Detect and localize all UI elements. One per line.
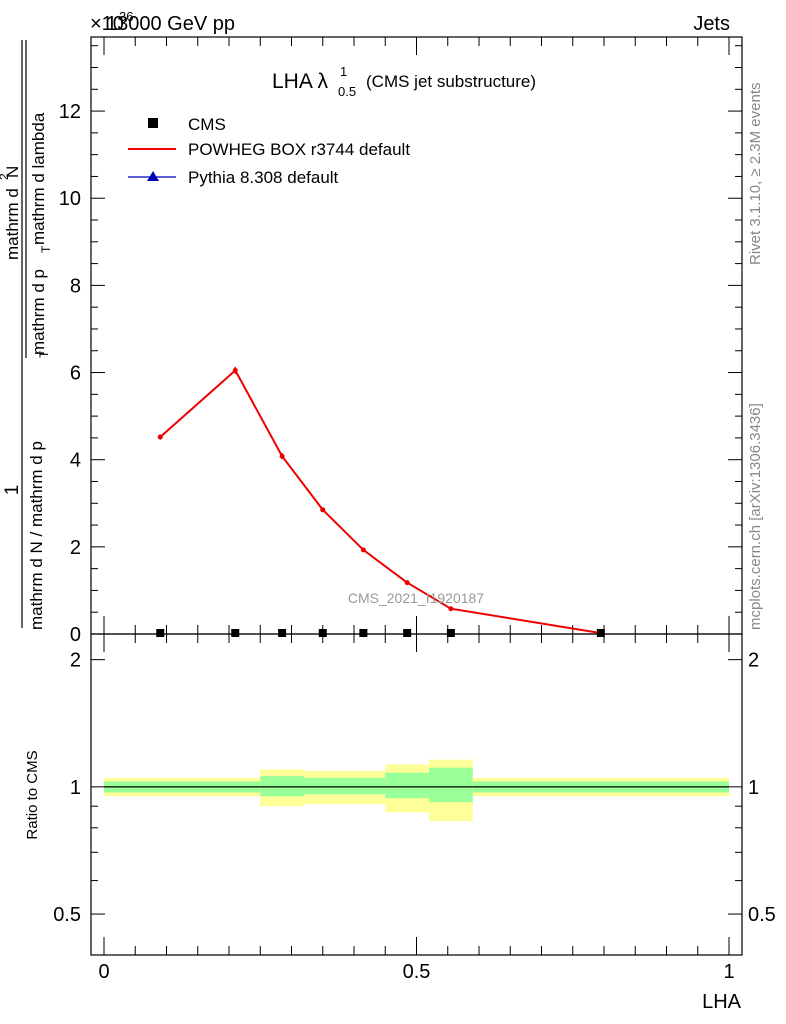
ylabel-numer-tail: N <box>3 166 22 178</box>
x-tick-label: 0.5 <box>403 961 431 983</box>
ylabel-top-denom-sub: T <box>37 350 51 358</box>
ratio-y-tick-label-right: 0.5 <box>748 904 776 926</box>
plot-title-sup: 1 <box>340 64 347 79</box>
cms-point <box>359 629 368 637</box>
mcplots-label: mcplots.cern.ch [arXiv:1306.3436] <box>747 403 764 630</box>
powheg-point <box>279 453 285 459</box>
ylabel-denom-sub: T <box>39 245 53 253</box>
ratio-y-ticks: 0.5 0.5 1 1 2 2 <box>53 650 776 926</box>
ratio-inner-band <box>385 772 429 799</box>
main-y-tick-label: 8 <box>70 275 81 297</box>
analysis-watermark: CMS_2021_I1920187 <box>348 590 484 606</box>
ratio-inner-band <box>429 767 473 803</box>
legend-cms-marker <box>148 118 158 128</box>
ylabel-denom: mathrm d p <box>29 269 48 355</box>
main-x-ticks <box>103 37 730 634</box>
legend-powheg-label: POWHEG BOX r3744 default <box>188 140 410 159</box>
powheg-point <box>404 580 410 586</box>
ratio-y-tick-label: 1 <box>70 777 81 799</box>
plot-title-tail: (CMS jet substructure) <box>366 72 536 91</box>
ratio-inner-band <box>304 777 342 795</box>
ylabel-numer: mathrm d <box>3 188 22 260</box>
main-y-tick-label: 12 <box>59 101 81 123</box>
main-panel: 0 2 4 6 8 10 12 LHA λ 1 0.5 (CMS jet substruct… <box>59 36 743 646</box>
rivet-label: Rivet 3.1.10, ≥ 2.3M events <box>747 83 764 266</box>
cms-point <box>231 629 240 637</box>
powheg-point <box>157 434 163 440</box>
exponent-power: 36 <box>119 9 133 24</box>
main-y-ticks: 0 2 4 6 8 10 12 <box>59 45 742 646</box>
beam-label: 13000 GeV pp <box>106 13 235 35</box>
exponent-label: ×10 <box>90 13 124 35</box>
powheg-point <box>360 547 366 553</box>
cms-point <box>318 629 327 637</box>
cms-point <box>403 629 412 637</box>
cms-point <box>278 629 287 637</box>
ratio-y-tick-label: 0.5 <box>53 904 81 926</box>
ratio-y-tick-label: 2 <box>70 650 81 672</box>
legend-pythia-marker <box>147 171 159 181</box>
ratio-bands <box>104 759 729 822</box>
ratio-inner-band <box>260 776 304 797</box>
x-tick-label: 0 <box>98 961 109 983</box>
legend-cms-label: CMS <box>188 115 226 134</box>
powheg-point <box>448 606 454 612</box>
powheg-line <box>159 368 602 635</box>
main-y-tick-label: 0 <box>70 624 81 646</box>
ylabel-top-numer: 1 <box>2 485 23 496</box>
legend-pythia-label: Pythia 8.308 default <box>188 168 339 187</box>
cms-point <box>446 629 455 637</box>
ylabel-denom-tail: mathrm d lambda <box>29 112 48 245</box>
powheg-point <box>320 507 326 513</box>
ratio-y-tick-label-right: 1 <box>748 777 759 799</box>
ylabel-top-denom: mathrm d N / mathrm d p <box>27 441 46 630</box>
main-y-tick-label: 6 <box>70 363 81 385</box>
plot-title: LHA λ <box>272 70 329 93</box>
ratio-y-label: Ratio to CMS <box>24 750 41 839</box>
cms-series <box>156 629 605 637</box>
cms-point <box>156 629 165 637</box>
x-axis-label: LHA <box>702 991 742 1013</box>
ratio-panel: 0.5 0.51 12 2 0 0.5 1 Ratio to CMS LHA <box>24 633 776 1013</box>
main-y-axis-label: 1 mathrm d N / mathrm d p T mathrm d 2 N… <box>0 40 53 630</box>
powheg-point <box>232 367 238 373</box>
main-y-tick-label: 2 <box>70 537 81 559</box>
cms-point <box>596 629 605 637</box>
plot-title-sub: 0.5 <box>338 84 356 99</box>
main-y-tick-label: 10 <box>59 188 81 210</box>
x-tick-label: 1 <box>723 961 734 983</box>
ylabel-numer-sup: 2 <box>0 173 11 180</box>
ratio-y-tick-label-right: 2 <box>748 650 759 672</box>
main-y-tick-label: 4 <box>70 450 81 472</box>
legend: CMS POWHEG BOX r3744 default Pythia 8.30… <box>128 115 410 187</box>
jets-label: Jets <box>693 13 730 35</box>
ratio-inner-band <box>341 777 386 795</box>
ratio-x-ticks: 0 0.5 1 <box>98 634 735 983</box>
